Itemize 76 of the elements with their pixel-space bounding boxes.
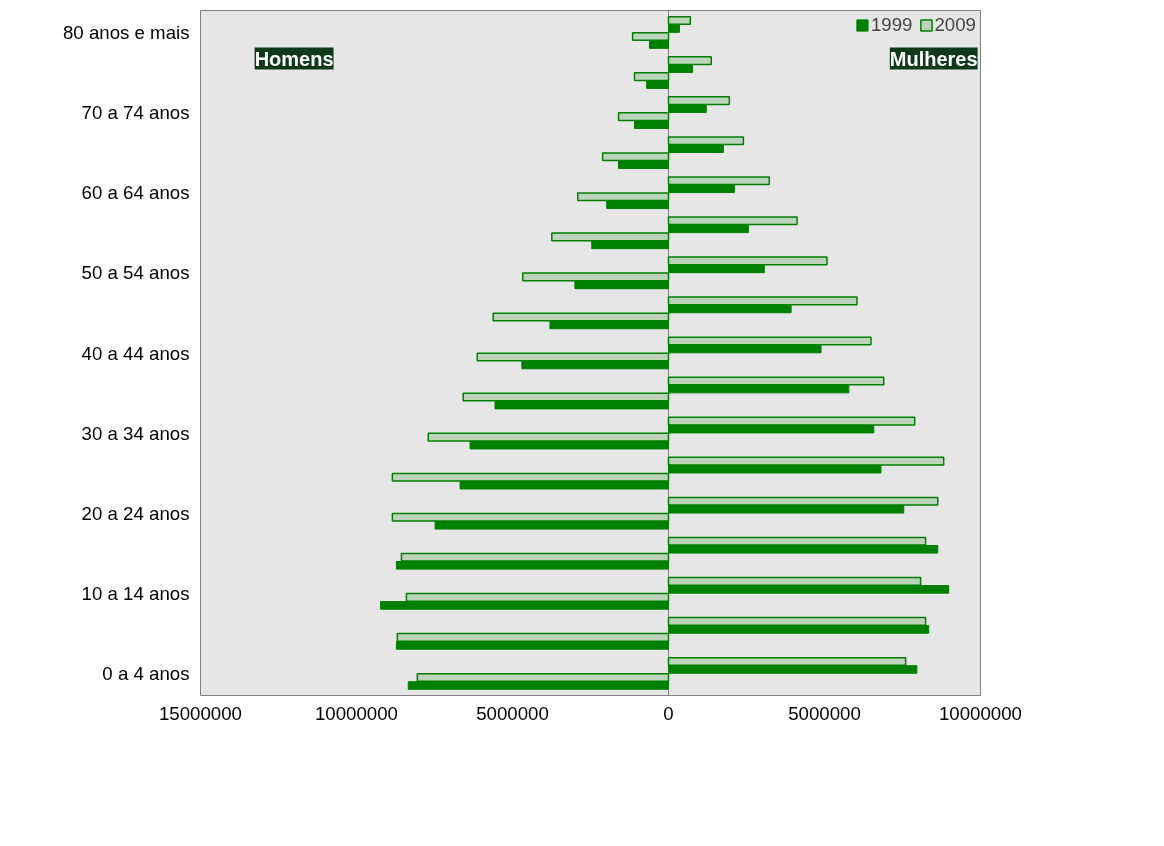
x-tick-label: 5000000 [476,702,549,724]
bar [668,184,735,194]
bar [668,464,882,474]
bar [667,136,745,146]
y-tick-label: 20 a 24 anos [81,502,190,524]
bar [462,392,670,402]
bar [633,120,669,129]
bar [395,561,669,570]
bar [617,112,670,122]
bar [476,352,670,362]
annotation: Homens [254,47,334,70]
bar [667,456,945,466]
x-tick-label: 5000000 [788,702,861,724]
bar [574,280,669,290]
bar [522,272,670,282]
bar [667,96,731,106]
bar [668,344,822,354]
bar [667,176,771,186]
bar [667,256,828,266]
bar [521,360,669,370]
bar [668,304,792,314]
bar [667,216,798,226]
bar [668,104,707,113]
legend-label: 1999 [870,14,913,36]
bar [434,520,669,530]
bar [668,24,680,33]
legend-label: 2009 [934,14,976,36]
bar [667,56,712,66]
bar [668,504,905,514]
bar [667,336,872,346]
x-tick-label: 10000000 [315,702,399,724]
bar [668,625,930,634]
bar [469,440,669,450]
bar [631,31,670,42]
bar [576,192,670,202]
bar [380,601,669,610]
bar [648,40,669,49]
bar [646,80,669,89]
x-tick-label: 15000000 [159,702,243,724]
bar [591,240,669,250]
bar [668,424,875,434]
y-tick-label: 50 a 54 anos [81,262,190,284]
y-tick-label: 80 anos e mais [62,22,190,44]
bar [668,544,939,554]
y-tick-label: 10 a 14 anos [81,582,190,604]
bar [606,200,669,210]
annotation: Mulheres [889,47,978,70]
bar [492,312,670,322]
bar [551,232,670,242]
y-tick-label: 60 a 64 anos [81,182,190,204]
x-tick-label: 10000000 [939,702,1023,724]
bar [494,400,669,410]
bar [407,681,669,690]
bar [668,224,749,234]
bar [601,152,670,162]
x-tick-label: 0 [663,702,674,724]
y-tick-label: 0 a 4 anos [102,662,190,684]
bar [549,320,669,330]
bar [667,296,858,306]
bar [618,160,669,170]
bar [668,264,765,274]
y-tick-label: 30 a 34 anos [81,422,190,444]
y-tick-label: 70 a 74 anos [81,102,190,124]
bar [668,585,950,594]
bar [391,472,670,482]
y-tick-label: 40 a 44 anos [81,342,190,364]
bar [395,641,669,650]
bar [668,64,694,73]
bar [459,480,669,490]
bar [668,384,850,394]
bar [667,15,692,26]
bar [667,376,885,386]
bar [427,432,670,442]
bar [668,144,724,154]
bar [633,72,670,82]
bar [668,665,918,674]
